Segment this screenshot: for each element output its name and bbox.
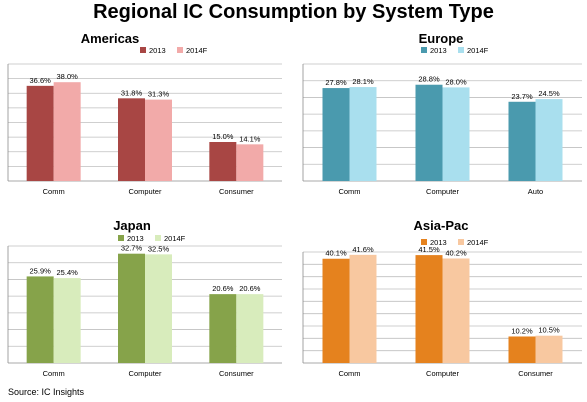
- legend-swatch-2013: [118, 235, 124, 241]
- legend-swatch-2013: [140, 47, 146, 53]
- legend-swatch-2013: [421, 47, 427, 53]
- americas-svg: Americas 2013 2014F 36.6% 38.0% Comm 31.8% 31.3…: [7, 31, 282, 196]
- category-label-computer: Computer: [426, 187, 459, 196]
- legend-label-2014f: 2014F: [186, 46, 208, 55]
- asia-pac-svg: Asia-Pac 2013 2014F 40.1% 41.6% Comm 41.5% 40.2…: [302, 218, 582, 378]
- bar-consumer-2014f: [236, 144, 264, 181]
- data-label: 41.5%: [418, 245, 440, 254]
- bar-computer-2014f: [145, 99, 172, 181]
- data-label: 25.9%: [30, 266, 52, 275]
- bar-computer-2013: [118, 253, 145, 363]
- data-label: 28.0%: [445, 77, 467, 86]
- bar-computer-2014f: [145, 254, 172, 363]
- bar-computer-2013: [415, 84, 443, 181]
- bar-comm-2014f: [53, 278, 81, 363]
- data-label: 14.1%: [239, 134, 261, 143]
- legend-swatch-2014f: [177, 47, 183, 53]
- bar-comm-2013: [26, 85, 54, 181]
- japan-chart: Japan 2013 2014F 25.9% 25.4% Comm 32.7% 32.5% Co…: [0, 216, 290, 386]
- bar-comm-2014f: [349, 87, 377, 181]
- bar-comm-2014f: [53, 82, 81, 181]
- data-label: 32.5%: [148, 244, 170, 253]
- legend-label-2013: 2013: [127, 234, 144, 243]
- japan-title: Japan: [113, 218, 151, 233]
- data-label: 38.0%: [57, 72, 79, 81]
- legend-label-2013: 2013: [430, 238, 447, 247]
- asia-pac-title: Asia-Pac: [414, 218, 469, 233]
- legend-swatch-2014f: [458, 239, 464, 245]
- data-label: 28.1%: [352, 77, 374, 86]
- data-label: 31.8%: [121, 88, 143, 97]
- bar-auto-2013: [508, 101, 536, 181]
- bar-consumer-2013: [209, 142, 237, 181]
- data-label: 28.8%: [418, 75, 440, 84]
- category-label-auto: Auto: [528, 187, 543, 196]
- data-label: 40.1%: [325, 249, 347, 258]
- data-label: 32.7%: [121, 244, 143, 253]
- chart-title: Regional IC Consumption by System Type: [93, 1, 494, 23]
- data-label: 27.8%: [325, 78, 347, 87]
- data-label: 40.2%: [445, 248, 467, 257]
- data-label: 24.5%: [538, 89, 560, 98]
- category-label-computer: Computer: [426, 369, 459, 378]
- legend-label-2014f: 2014F: [164, 234, 186, 243]
- bar-consumer-2014f: [535, 335, 563, 363]
- data-label: 20.6%: [239, 284, 261, 293]
- category-label-consumer: Consumer: [518, 369, 553, 378]
- data-label: 23.7%: [511, 92, 533, 101]
- bar-consumer-2013: [209, 294, 237, 363]
- bar-comm-2013: [322, 258, 350, 363]
- bar-auto-2014f: [535, 99, 563, 181]
- bar-comm-2013: [26, 276, 54, 363]
- legend-label-2014f: 2014F: [467, 46, 489, 55]
- category-label-consumer: Consumer: [219, 369, 254, 378]
- data-label: 10.2%: [511, 326, 533, 335]
- bar-consumer-2013: [508, 336, 536, 363]
- legend-label-2014f: 2014F: [467, 238, 489, 247]
- data-label: 31.3%: [148, 90, 170, 99]
- category-label-comm: Comm: [43, 369, 65, 378]
- data-label: 15.0%: [212, 132, 234, 141]
- europe-title: Europe: [419, 31, 464, 46]
- europe-chart: Europe 2013 2014F 27.8% 28.1% Comm 28.8% 28.0% C…: [295, 28, 587, 204]
- data-label: 25.4%: [57, 268, 79, 277]
- category-label-comm: Comm: [338, 369, 360, 378]
- legend-label-2013: 2013: [149, 46, 166, 55]
- category-label-comm: Comm: [338, 187, 360, 196]
- bar-computer-2014f: [442, 258, 470, 363]
- source-note: Source: IC Insights: [8, 387, 85, 397]
- bar-computer-2013: [118, 98, 145, 181]
- category-label-consumer: Consumer: [219, 187, 254, 196]
- legend-swatch-2014f: [155, 235, 161, 241]
- category-label-computer: Computer: [129, 369, 162, 378]
- asia-pac-chart: Asia-Pac 2013 2014F 40.1% 41.6% Comm 41.5% 40.2…: [295, 216, 587, 386]
- bar-computer-2013: [415, 255, 443, 363]
- data-label: 10.5%: [538, 326, 560, 335]
- bar-computer-2014f: [442, 87, 470, 181]
- legend-label-2013: 2013: [430, 46, 447, 55]
- legend-swatch-2013: [421, 239, 427, 245]
- category-label-computer: Computer: [129, 187, 162, 196]
- bar-comm-2013: [322, 88, 350, 181]
- data-label: 20.6%: [212, 284, 234, 293]
- data-label: 36.6%: [30, 76, 52, 85]
- category-label-comm: Comm: [43, 187, 65, 196]
- legend-swatch-2014f: [458, 47, 464, 53]
- americas-title: Americas: [81, 31, 140, 46]
- bar-comm-2014f: [349, 254, 377, 363]
- americas-chart: Americas 2013 2014F 36.6% 38.0% Comm 31.8% 31.3…: [0, 28, 290, 204]
- data-label: 41.6%: [352, 245, 374, 254]
- bar-consumer-2014f: [236, 294, 264, 363]
